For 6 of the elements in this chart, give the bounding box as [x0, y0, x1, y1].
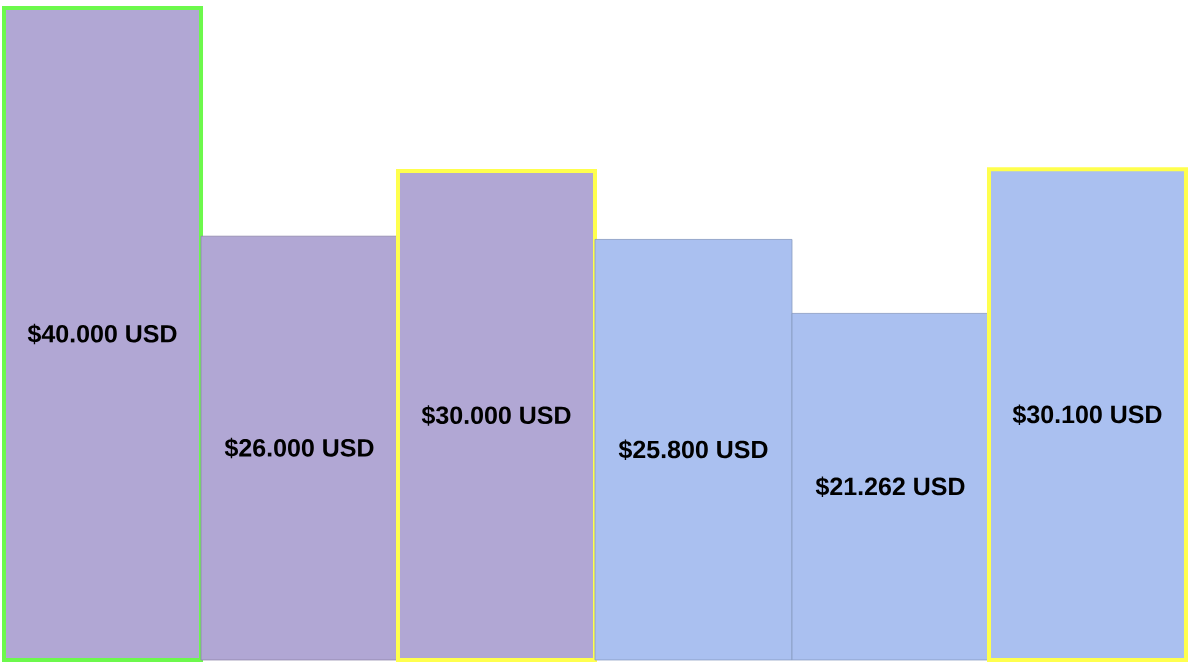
data-label: $30.000 USD: [421, 405, 571, 426]
data-label: $30.100 USD: [1012, 404, 1162, 425]
data-label: $21.262 USD: [815, 476, 965, 497]
data-label: $40.000 USD: [27, 323, 177, 345]
data-label: $26.000 USD: [224, 437, 374, 459]
data-label: $25.800 USD: [618, 439, 768, 460]
